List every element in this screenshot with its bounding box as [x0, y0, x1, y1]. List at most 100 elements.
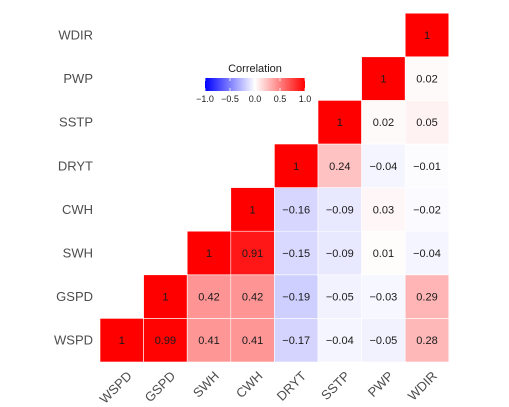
heatmap-cell-rect	[186, 318, 232, 363]
x-tick-label-wdir: WDIR	[405, 368, 440, 403]
y-tick-label-wspd: WSPD	[54, 333, 93, 348]
heatmap-cell-rect	[317, 100, 362, 145]
y-tick-label-wdir: WDIR	[58, 28, 93, 43]
heatmap-cell-value: 1	[119, 335, 125, 347]
heatmap-cell-value: 0.05	[416, 117, 437, 129]
y-tick-label-gspd: GSPD	[56, 289, 93, 304]
legend-title: Correlation	[228, 63, 282, 75]
heatmap-cell-value: −0.09	[326, 204, 354, 216]
heatmap-cell-value: −0.17	[282, 335, 310, 347]
y-tick-label-pwp: PWP	[63, 71, 93, 86]
heatmap-cell-value: −0.05	[369, 335, 397, 347]
y-tick-label-sstp: SSTP	[59, 115, 93, 130]
heatmap-cell-value: 0.41	[242, 335, 263, 347]
heatmap-cell-value: −0.19	[282, 292, 310, 304]
heatmap-cell-rect	[274, 143, 319, 188]
heatmap-cell-rect	[317, 143, 362, 188]
heatmap-cell-rect	[230, 274, 275, 319]
heatmap-cell-pwp-swh: 0.01	[361, 230, 406, 276]
heatmap-cell-wdir-sstp: 0.05	[404, 100, 450, 145]
x-tick-label-dryt: DRYT	[274, 368, 310, 404]
legend-tick-label: 0.5	[274, 94, 287, 104]
heatmap-cell-rect	[404, 56, 450, 101]
heatmap-cell-rect	[361, 100, 406, 145]
heatmap-cell-rect	[230, 187, 275, 232]
heatmap-cell-rect	[317, 274, 362, 319]
y-tick-label-cwh: CWH	[62, 202, 93, 217]
heatmap-cell-value: 0.29	[416, 292, 437, 304]
heatmap-cell-dryt-swh: −0.15	[274, 230, 319, 276]
heatmap-cell-value: 1	[293, 161, 299, 173]
heatmap-cell-value: 0.28	[416, 335, 437, 347]
heatmap-cell-rect	[404, 318, 450, 363]
heatmap-cell-rect	[317, 230, 362, 276]
heatmap-cell-value: 0.42	[198, 292, 219, 304]
heatmap-cell-rect	[274, 230, 319, 276]
heatmap-cells: 1 0.99 0.41 0.41 −0.17 −0.04 −0.05 0.28 1 0.42 0.4…	[99, 12, 450, 363]
heatmap-cell-value: −0.03	[369, 292, 397, 304]
heatmap-cell-cwh-cwh: 1	[230, 187, 275, 232]
heatmap-cell-sstp-gspd: −0.05	[317, 274, 362, 319]
heatmap-cell-wdir-cwh: −0.02	[404, 187, 450, 232]
heatmap-cell-rect	[404, 274, 450, 319]
heatmap-cell-value: −0.05	[326, 292, 354, 304]
legend-ticks: −1.0 −0.5 0.0 0.5 1.0	[196, 78, 311, 104]
legend-tick-label: 0.0	[249, 94, 262, 104]
heatmap-cell-wdir-wdir: 1	[404, 12, 450, 58]
heatmap-cell-rect	[317, 318, 362, 363]
heatmap-cell-cwh-wspd: 0.41	[230, 318, 275, 363]
heatmap-cell-sstp-sstp: 1	[317, 100, 362, 145]
heatmap-cell-pwp-gspd: −0.03	[361, 274, 406, 319]
heatmap-cell-value: 0.02	[416, 74, 437, 86]
heatmap-cell-value: −0.04	[413, 248, 441, 260]
heatmap-cell-rect	[361, 318, 406, 363]
heatmap-cell-rect	[186, 230, 232, 276]
heatmap-cell-value: 1	[380, 74, 386, 86]
heatmap-cell-value: 1	[250, 204, 256, 216]
heatmap-cell-rect	[317, 187, 362, 232]
heatmap-cell-wspd-wspd: 1	[99, 318, 144, 363]
heatmap-cell-value: 1	[424, 30, 430, 42]
x-tick-label-gspd: GSPD	[142, 368, 179, 405]
heatmap-cell-sstp-wspd: −0.04	[317, 318, 362, 363]
heatmap-cell-value: 0.01	[373, 248, 394, 260]
heatmap-cell-rect	[274, 187, 319, 232]
heatmap-cell-rect	[404, 100, 450, 145]
heatmap-cell-value: 0.42	[242, 292, 263, 304]
x-tick-label-wspd: WSPD	[97, 368, 135, 406]
heatmap-cell-rect	[404, 230, 450, 276]
heatmap-cell-rect	[143, 274, 188, 319]
x-tick-label-sstp: SSTP	[318, 368, 353, 403]
heatmap-cell-swh-wspd: 0.41	[186, 318, 232, 363]
heatmap-cell-gspd-wspd: 0.99	[143, 318, 188, 363]
heatmap-cell-pwp-sstp: 0.02	[361, 100, 406, 145]
heatmap-cell-pwp-pwp: 1	[361, 56, 406, 101]
heatmap-cell-value: −0.01	[413, 161, 441, 173]
heatmap-cell-rect	[274, 318, 319, 363]
x-tick-label-swh: SWH	[190, 368, 222, 400]
heatmap-cell-value: 0.99	[155, 335, 176, 347]
heatmap-cell-rect	[99, 318, 144, 363]
heatmap-cell-rect	[361, 143, 406, 188]
heatmap-cell-value: 0.91	[242, 248, 263, 260]
x-tick-label-cwh: CWH	[233, 368, 266, 401]
heatmap-cell-rect	[274, 274, 319, 319]
y-axis-tick-labels: WSPD GSPD SWH CWH DRYT SSTP PWP WDIR	[54, 28, 93, 348]
heatmap-cell-value: 0.41	[198, 335, 219, 347]
color-legend: Correlation −1.0 −0.5 0.0 0.5 1.0	[196, 63, 311, 104]
x-tick-label-pwp: PWP	[365, 368, 397, 400]
y-tick-label-swh: SWH	[63, 246, 93, 261]
heatmap-cell-wdir-pwp: 0.02	[404, 56, 450, 101]
heatmap-cell-dryt-cwh: −0.16	[274, 187, 319, 232]
legend-tick-label: −1.0	[196, 94, 214, 104]
heatmap-cell-rect	[404, 12, 450, 58]
heatmap-cell-rect	[361, 274, 406, 319]
heatmap-cell-value: 1	[162, 292, 168, 304]
heatmap-cell-swh-gspd: 0.42	[186, 274, 232, 319]
heatmap-cell-value: −0.04	[326, 335, 354, 347]
legend-tick-label: 1.0	[299, 94, 312, 104]
heatmap-cell-wdir-dryt: −0.01	[404, 143, 450, 188]
heatmap-cell-sstp-dryt: 0.24	[317, 143, 362, 188]
heatmap-cell-value: 0.24	[329, 161, 350, 173]
